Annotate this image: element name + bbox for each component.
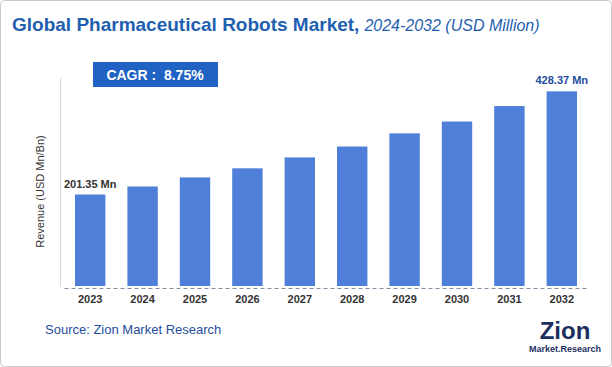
chart: Global Pharmaceutical Robots Market,2024… (0, 0, 612, 367)
x-tick-label: 2030 (445, 293, 469, 305)
title: Global Pharmaceutical Robots Market, (12, 14, 359, 35)
bar (75, 195, 105, 286)
x-axis: 2023 2024 2025 2026 2027 2028 2029 2030 2031 2032 (65, 288, 589, 305)
x-tick-label: 2029 (392, 293, 416, 305)
y-axis-line (60, 78, 61, 287)
x-tick: 2023 (78, 288, 102, 305)
x-tick-label: 2032 (550, 293, 574, 305)
x-tick: 2030 (445, 288, 469, 305)
bar (285, 157, 315, 286)
x-tick-label: 2024 (130, 293, 155, 305)
x-tick-label: 2027 (288, 293, 312, 305)
bar (180, 177, 210, 286)
x-tick-label: 2028 (340, 293, 364, 305)
title-line: Global Pharmaceutical Robots Market,2024… (12, 14, 540, 35)
x-tick-label: 2025 (183, 293, 207, 305)
data-label: 201.35 Mn (64, 178, 117, 190)
cagr-box (93, 62, 218, 87)
bar (389, 133, 419, 286)
x-axis-line (65, 288, 589, 289)
bar (127, 186, 157, 286)
bar (547, 91, 577, 286)
x-tick: 2026 (235, 288, 259, 305)
bar (232, 168, 262, 286)
data-label: 428.37 Mn (536, 74, 589, 86)
data-labels: 201.35 Mn 428.37 Mn (64, 74, 588, 189)
x-tick: 2027 (288, 288, 312, 305)
bars (75, 91, 577, 286)
y-axis-title: Revenue (USD Mn/Bn) (34, 135, 46, 248)
x-tick: 2032 (550, 288, 574, 305)
logo-name: Zion (540, 317, 591, 344)
x-tick: 2024 (130, 288, 155, 305)
x-tick-label: 2031 (497, 293, 521, 305)
frame (1, 1, 612, 367)
cagr-text: CAGR : 8.75% (106, 67, 204, 83)
bar (494, 106, 524, 286)
x-tick: 2029 (392, 288, 416, 305)
x-tick-label: 2023 (78, 293, 102, 305)
x-tick-label: 2026 (235, 293, 259, 305)
bar (337, 147, 367, 286)
source: Source: Zion Market Research (45, 322, 221, 337)
subtitle: 2024-2032 (USD Million) (363, 17, 539, 34)
x-tick: 2025 (183, 288, 207, 305)
y-axis (60, 78, 61, 287)
logo-subtitle: Market.Research (529, 344, 601, 354)
bar (442, 122, 472, 286)
x-tick: 2031 (497, 288, 521, 305)
x-tick: 2028 (340, 288, 364, 305)
